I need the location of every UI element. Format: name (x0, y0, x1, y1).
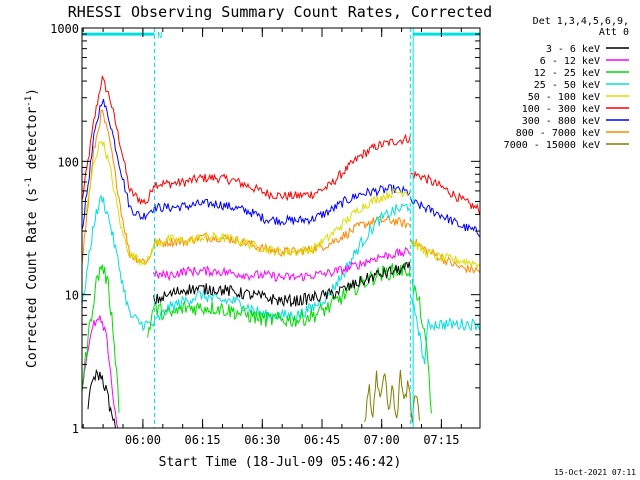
series-line (81, 264, 120, 413)
y-axis-label-sup1: -1 (24, 177, 34, 188)
series-line (153, 261, 411, 308)
series-800-7000keV-kev (81, 109, 481, 274)
series-line (81, 109, 411, 265)
x-tick-label: 07:00 (364, 433, 400, 447)
series-7000-15000keV-kev (364, 369, 420, 423)
y-axis-label-sup2: -1 (24, 96, 34, 107)
legend-label: 6 - 12 keV (540, 56, 600, 67)
legend-label: 12 - 25 keV (534, 68, 600, 79)
series-100-300keV-kev (81, 74, 481, 215)
x-axis-label: Start Time (18-Jul-09 05:46:42) (159, 455, 402, 470)
legend-label: 300 - 800 keV (522, 116, 600, 127)
y-tick-label: 1000 (50, 22, 79, 36)
series-6-12keV-kev (81, 246, 411, 429)
series-line (409, 170, 481, 215)
series-line (153, 246, 411, 282)
series-300-800keV-kev (81, 99, 481, 237)
y-tick-label: 100 (57, 155, 79, 169)
x-tick-label: 06:45 (304, 433, 340, 447)
overlay-group: N (82, 28, 481, 428)
series-line (409, 239, 480, 269)
y-axis: 1 10 100 1000 (50, 22, 480, 436)
series-line (409, 197, 481, 237)
legend-header: Det 1,3,4,5,6,9, (533, 16, 629, 27)
legend-label: 7000 - 15000 keV (504, 140, 600, 151)
y-tick-label: 1 (72, 422, 79, 436)
y-axis-label: Corrected Count Rate (s-1 detector-1) (24, 88, 40, 368)
legend-header: Att 0 (599, 27, 629, 38)
series-line (87, 368, 116, 428)
legend-label: 3 - 6 keV (546, 44, 600, 55)
x-tick-label: 06:00 (125, 433, 161, 447)
x-axis: 06:00 06:15 06:30 06:45 07:00 07:15 (82, 28, 462, 447)
series-line (81, 74, 411, 205)
series-line (410, 239, 481, 274)
y-tick-label: 10 (65, 289, 79, 303)
series-line (147, 262, 411, 338)
series-line (81, 194, 411, 332)
series-line (364, 369, 420, 423)
y-axis-label-part3: ) (25, 88, 40, 96)
night-bar-label: N (157, 31, 162, 40)
series-line (409, 296, 481, 365)
series-line (81, 99, 411, 230)
x-tick-label: 06:15 (185, 433, 221, 447)
legend-label: 50 - 100 keV (528, 92, 600, 103)
x-tick-label: 07:15 (423, 433, 459, 447)
plot-frame (81, 27, 481, 429)
footer-timestamp: 15-Oct-2021 07:11 (554, 468, 636, 477)
y-axis-label-part1: Corrected Count Rate (s (25, 188, 40, 368)
legend-label: 25 - 50 keV (534, 80, 600, 91)
series-3-6keV-kev (87, 261, 411, 428)
series-line (85, 140, 411, 267)
legend-label: 100 - 300 keV (522, 104, 600, 115)
series-line (411, 278, 432, 414)
chart-title: RHESSI Observing Summary Count Rates, Co… (68, 3, 492, 21)
series-25-50keV-kev (81, 194, 481, 365)
data-series-group (81, 74, 481, 429)
series-12-25keV-kev (81, 262, 432, 414)
x-tick-label: 06:30 (244, 433, 280, 447)
legend-label: 800 - 7000 keV (516, 128, 600, 139)
series-line (81, 315, 119, 429)
series-50-100keV-kev (85, 140, 480, 269)
y-axis-label-part2: detector (25, 107, 40, 178)
